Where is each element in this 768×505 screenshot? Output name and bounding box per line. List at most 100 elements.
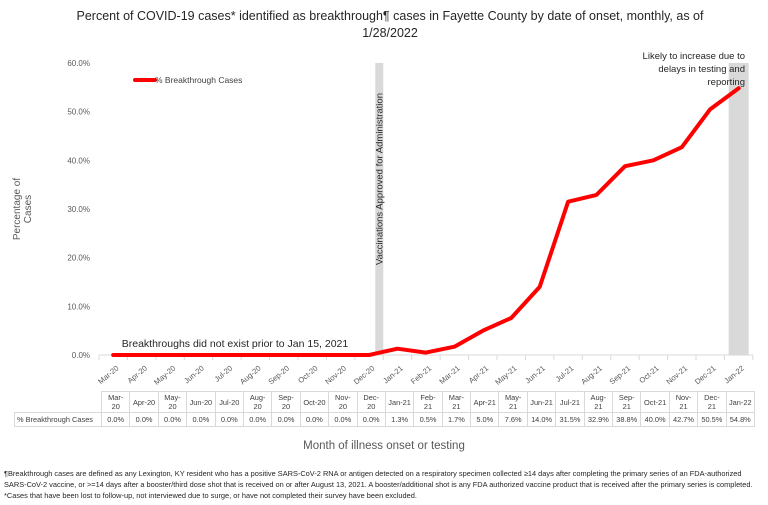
data-table-header-text: Sep- [618,393,635,402]
data-table-value-cell: 0.0% [356,412,386,427]
chart-title: Percent of COVID-19 cases* identified as… [60,8,720,42]
data-table-value-cell: 50.5% [697,412,727,427]
data-table-value-cell: 0.0% [129,412,159,427]
data-table-value-cell: 0.0% [157,412,188,427]
data-table-header-text: Aug- [249,393,266,402]
x-tick-label: Jan-22 [722,364,746,386]
annotation-likely-increase: reporting [708,77,746,88]
data-table-header-text: Nov- [335,393,351,402]
y-tick-label: 40.0% [67,156,90,165]
y-tick-label: 10.0% [67,302,90,311]
data-table-header-cell: Sep- 20 [271,391,301,413]
data-table-value-cell: 5.0% [470,412,500,427]
data-table-header-text: 21 [622,402,631,411]
data-table-header-text: Jun-20 [189,397,213,407]
data-table-header-cell: Jan-21 [384,391,415,413]
data-table-value-cell: 0.0% [214,412,244,427]
data-table-value-cell: 1.7% [441,412,472,427]
data-table-header-text: 21 [679,402,688,411]
data-table-value-cell: 32.9% [583,412,614,427]
x-tick-label: Dec-20 [352,364,377,387]
x-tick-label: Mar-20 [96,364,120,386]
annotation-likely-increase: delays in testing and [658,64,745,75]
data-table-header-cell: Aug- 20 [242,391,273,413]
data-table-header-cell: Jun-21 [526,391,557,413]
x-tick-label: Sep-21 [608,364,633,387]
x-tick-label: Nov-21 [665,364,690,387]
data-table-header-text: 20 [111,402,120,411]
x-tick-label: Apr-20 [126,364,149,386]
data-table-header-cell: Dec- 20 [356,391,386,413]
data-table-value-cell: 1.3% [384,412,415,427]
x-tick-label: Aug-21 [579,364,604,387]
x-tick-label: Oct-20 [296,364,319,386]
data-table-header-text: Dec- [363,393,380,402]
x-tick-label: May-21 [493,364,518,387]
data-table-header-cell: Nov- 21 [668,391,699,413]
x-tick-label: Sep-20 [267,364,292,387]
data-table-header-cell: Mar- 21 [441,391,472,413]
data-table-header-text: 20 [168,402,177,411]
chart-title-line-1: Percent of COVID-19 cases* identified as… [76,9,704,23]
x-tick-label: Feb-21 [409,364,433,386]
data-table-header-text: Nov- [675,393,692,402]
data-table-value-cell: 0.0% [242,412,273,427]
data-table-values-row: % Breakthrough Cases 0.0% 0.0% 0.0% 0.0% 0.0%… [14,412,755,427]
data-table-header-text: Jun-21 [530,397,553,407]
data-table-header-row: Mar- 20 Apr-20 May- 20 Jun-20 Jul-20 Aug- 20 Sep-… [14,391,755,413]
annotation-likely-increase: Likely to increase due to [643,51,745,62]
data-table-value-cell: 54.8% [725,412,755,427]
data-table-header-text: Jul-20 [219,397,240,407]
data-table-header-text: 20 [367,402,376,411]
data-table-value-cell: 0.0% [186,412,216,427]
data-table-header-cell: May- 20 [157,391,188,413]
data-table-header-cell: Apr-21 [470,391,500,413]
data-table-header-text: May- [504,393,522,402]
x-tick-label: Jul-20 [213,364,235,384]
data-table: Mar- 20 Apr-20 May- 20 Jun-20 Jul-20 Aug- 20 Sep-… [14,391,755,427]
y-tick-label: 20.0% [67,254,90,263]
data-table-header-text: Oct-21 [644,397,667,407]
data-table-header-text: 21 [707,402,717,411]
data-table-header-cell: Feb- 21 [413,391,443,413]
data-table-header-text: 21 [594,402,603,411]
data-table-header-text: 21 [452,402,461,411]
y-tick-label: 0.0% [72,351,90,360]
data-table-header-text: Sep- [278,393,294,402]
data-table-header-cell: Oct-21 [640,391,670,413]
x-tick-label: Dec-21 [693,364,718,387]
data-table-corner [14,391,102,413]
x-tick-label: Nov-20 [323,364,348,387]
vaccination-band-label: Vaccinations Approved for Administration [374,93,385,265]
data-table-value-cell: 0.0% [100,412,131,427]
data-table-value-cell: 38.8% [612,412,642,427]
x-axis-label: Month of illness onset or testing [303,440,465,452]
x-tick-label: Jan-21 [381,364,405,386]
data-table-value-cell: 0.0% [271,412,301,427]
data-table-value-cell: 42.7% [668,412,699,427]
series-line-breakthrough [111,86,741,357]
data-table-value-cell: 40.0% [640,412,670,427]
shaded-band [375,63,384,355]
data-table-value-cell: 7.6% [498,412,528,427]
chart-title-line-2: 1/28/2022 [362,26,418,40]
data-table-header-cell: Apr-20 [129,391,159,413]
data-table-header-text: 21 [509,402,518,411]
data-table-header-text: 20 [253,402,262,411]
x-tick-label: Apr-21 [467,364,490,386]
data-table-header-text: Mar- [448,393,464,402]
x-tick-label: Aug-20 [238,364,263,387]
data-table-header-text: Aug- [590,393,607,402]
data-table-header-text: 21 [423,402,433,411]
data-table-header-text: Feb- [420,393,436,402]
data-table-value-cell: 0.5% [413,412,443,427]
y-tick-label: 60.0% [67,59,90,68]
shaded-band [728,63,749,355]
data-table-header-cell: Dec- 21 [697,391,727,413]
data-table-header-text: Apr-21 [473,397,496,407]
data-table-header-text: 20 [338,402,347,411]
data-table-header-cell: Mar- 20 [100,391,131,413]
x-tick-label: Jul-21 [554,364,576,384]
data-table-row-header: % Breakthrough Cases [14,412,102,427]
